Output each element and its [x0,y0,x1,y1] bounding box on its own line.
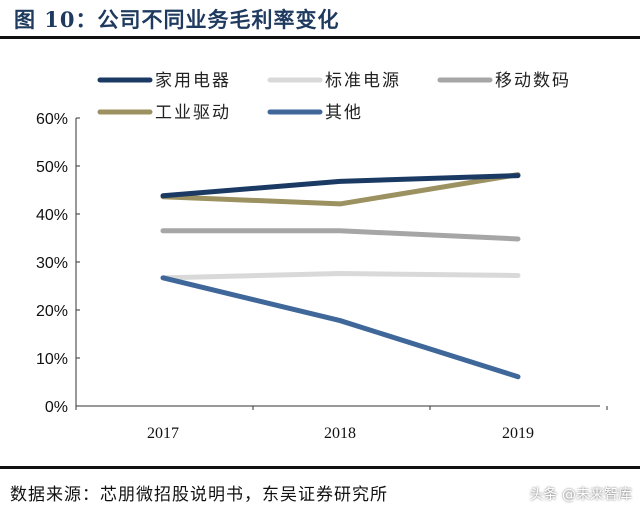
legend-label: 移动数码 [495,71,571,91]
legend-label: 其他 [325,103,363,123]
y-tick-label: 50% [36,159,68,176]
source-note: 数据来源：芯朋微招股说明书，东吴证券研究所 [10,485,388,505]
x-tick-label: 2018 [324,425,356,442]
legend-label: 工业驱动 [155,103,231,123]
y-tick-label: 40% [36,207,68,224]
series-line-1 [160,271,521,281]
figure-title: 图 10：公司不同业务毛利率变化 [14,7,340,32]
watermark: 头条 @未来智库 [529,487,632,503]
series-line-0 [160,173,521,199]
x-tick-label: 2017 [147,425,179,442]
line-chart: 0% 10% 20% 30% 40% 50% 60% 2017 2018 2019 家用电器 标准电源… [36,71,608,442]
series-line-4 [160,275,521,380]
y-tick-label: 10% [36,351,68,368]
source-divider [0,466,640,469]
y-tick-label: 20% [36,303,68,320]
title-divider [0,36,640,39]
y-tick-label: 0% [45,399,68,416]
x-tick-label: 2019 [502,425,534,442]
series-line-3 [160,172,521,207]
y-tick-label: 30% [36,255,68,272]
legend-label: 家用电器 [155,71,231,91]
series-line-2 [160,228,521,242]
legend-label: 标准电源 [325,71,401,91]
y-tick-label: 60% [36,111,68,128]
